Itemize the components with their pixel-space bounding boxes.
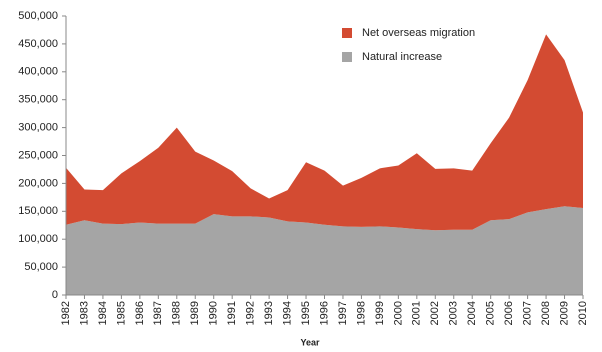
x-tick-label: 2005 [485, 301, 497, 325]
area [66, 206, 583, 295]
legend-label: Natural increase [362, 51, 442, 63]
y-tick-label: 200,000 [18, 177, 58, 189]
x-tick-label: 2008 [540, 301, 552, 325]
x-tick-label: 1997 [337, 301, 349, 325]
area [66, 34, 583, 231]
x-tick-label: 1986 [134, 301, 146, 325]
x-tick-label: 1988 [171, 301, 183, 325]
x-tick-label: 1999 [374, 301, 386, 325]
x-tick-label: 1995 [300, 301, 312, 325]
x-tick-label: 1998 [355, 301, 367, 325]
x-tick-label: 1989 [189, 301, 201, 325]
x-tick-label: 2006 [503, 301, 515, 325]
x-tick-label: 1996 [318, 301, 330, 325]
legend-swatch [342, 28, 352, 38]
y-tick-label: 50,000 [24, 261, 58, 273]
x-tick-label: 1991 [226, 301, 238, 325]
x-tick-label: 1987 [152, 301, 164, 325]
x-tick-label: 1985 [115, 301, 127, 325]
x-tick-label: 2009 [558, 301, 570, 325]
legend-label: Net overseas migration [362, 27, 475, 39]
y-tick-label: 500,000 [18, 10, 58, 22]
x-tick-label: 1994 [281, 301, 293, 325]
y-tick-label: 300,000 [18, 122, 58, 134]
x-tick-label: 1990 [208, 301, 220, 325]
x-tick-label: 1992 [245, 301, 257, 325]
x-tick-label: 1983 [78, 301, 90, 325]
x-tick-label: 2002 [429, 301, 441, 325]
x-tick-label: 2001 [411, 301, 423, 325]
legend-swatch [342, 52, 352, 62]
x-tick-label: 2003 [448, 301, 460, 325]
y-tick-label: 0 [52, 289, 58, 301]
x-tick-label: 1984 [97, 301, 109, 325]
y-tick-label: 150,000 [18, 205, 58, 217]
x-tick-label: 2000 [392, 301, 404, 325]
y-tick-label: 400,000 [18, 66, 58, 78]
x-tick-label: 1993 [263, 301, 275, 325]
x-axis-title: Year [300, 337, 320, 347]
x-tick-label: 2010 [577, 301, 589, 325]
y-tick-label: 350,000 [18, 94, 58, 106]
y-tick-label: 450,000 [18, 38, 58, 50]
y-tick-label: 250,000 [18, 149, 58, 161]
x-tick-label: 2004 [466, 301, 478, 325]
x-tick-label: 1982 [60, 301, 72, 325]
x-tick-label: 2007 [522, 301, 534, 325]
y-tick-label: 100,000 [18, 233, 58, 245]
